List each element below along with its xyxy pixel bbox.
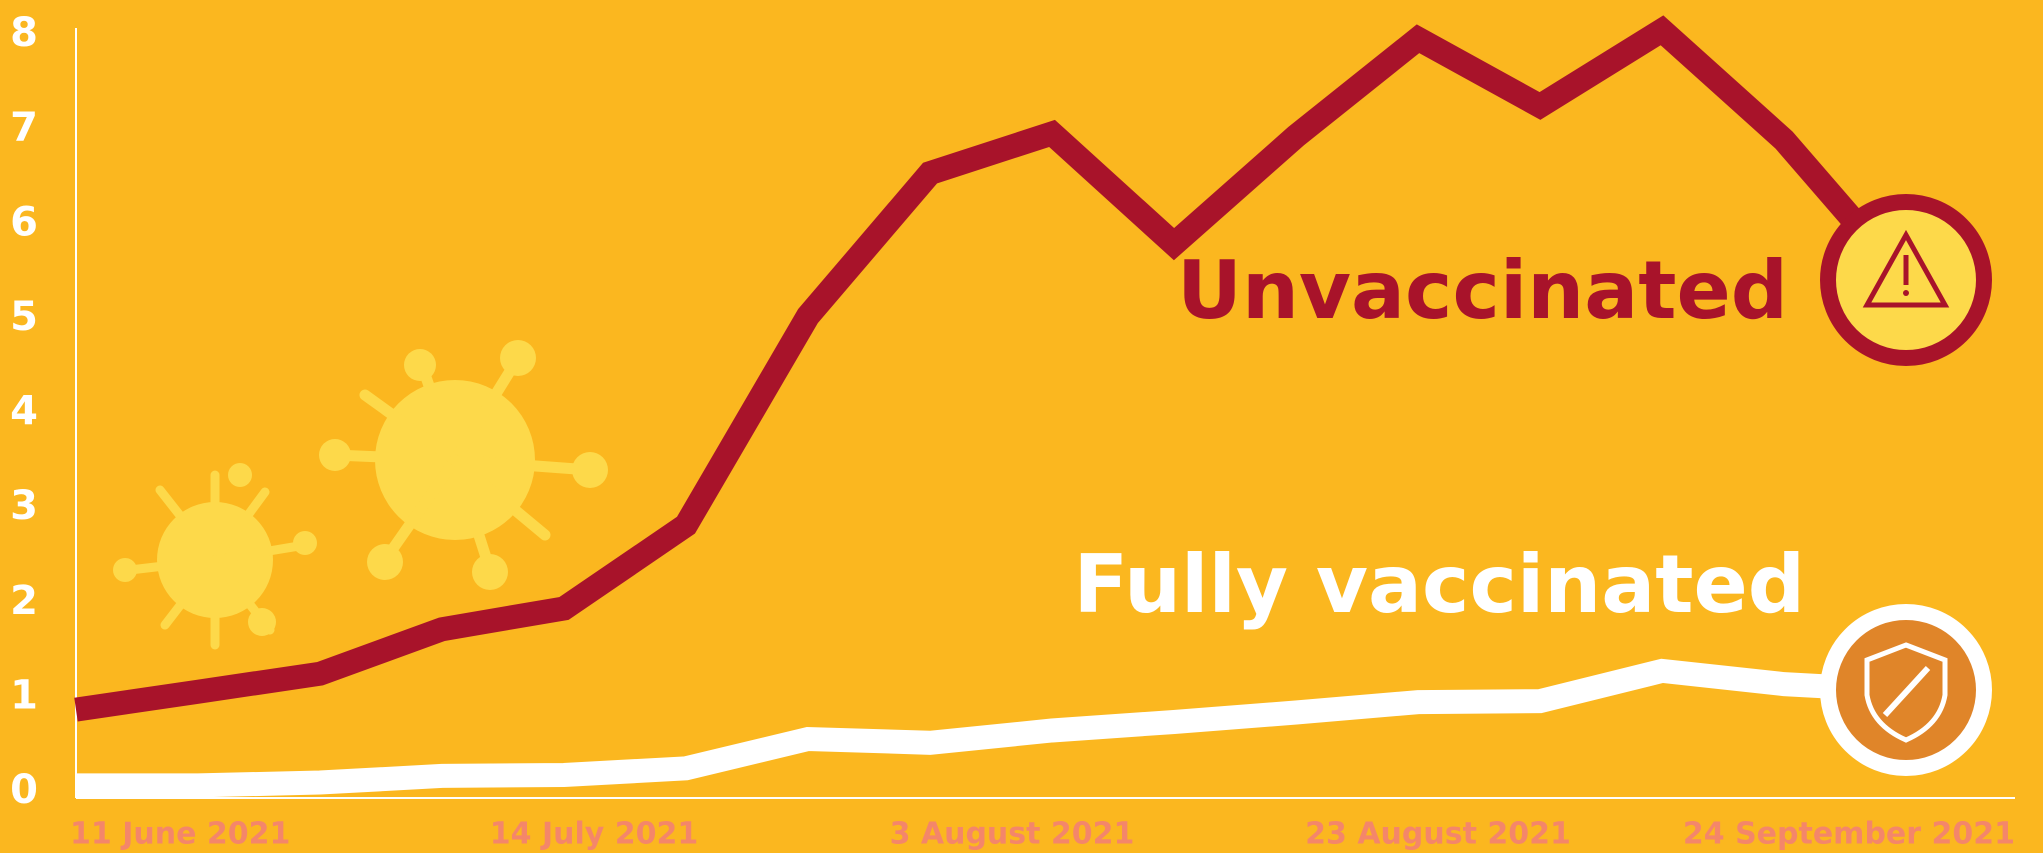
y-tick-label: 0 (10, 767, 38, 813)
x-tick-label: 11 June 2021 (70, 817, 290, 852)
y-tick-label: 8 (10, 10, 38, 56)
y-tick-label: 1 (10, 672, 38, 718)
y-tick-label: 2 (10, 578, 38, 624)
y-tick-label: 6 (10, 199, 38, 245)
x-tick-label: 24 September 2021 (1683, 817, 2015, 852)
y-tick-label: 4 (10, 389, 38, 435)
x-tick-label: 23 August 2021 (1305, 817, 1571, 852)
legend-label: Fully vaccinated (1073, 538, 1805, 631)
chart: 0 1 2 3 4 5 6 7 8 11 June 2021 14 July 2021 3 Augus… (0, 0, 2043, 853)
y-tick-label: 7 (10, 105, 38, 151)
y-tick-label: 5 (10, 294, 38, 340)
y-tick-label: 3 (10, 483, 38, 529)
legend-label: Unvaccinated (1177, 244, 1788, 337)
x-tick-label: 14 July 2021 (490, 817, 699, 852)
x-tick-label: 3 August 2021 (890, 817, 1135, 852)
